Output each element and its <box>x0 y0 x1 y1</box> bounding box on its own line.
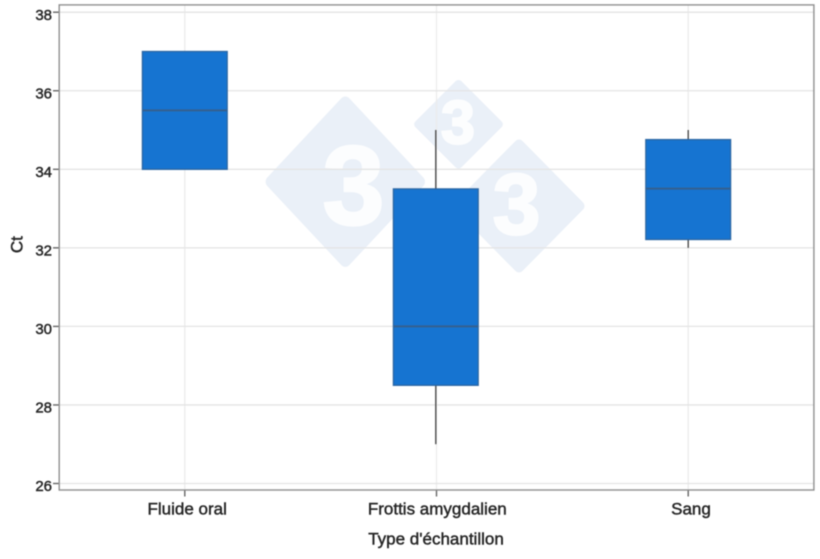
svg-text:28: 28 <box>35 400 52 417</box>
svg-text:38: 38 <box>35 7 52 24</box>
svg-text:Ct: Ct <box>7 236 26 253</box>
svg-text:Fluide oral: Fluide oral <box>148 499 227 518</box>
svg-text:36: 36 <box>35 85 52 102</box>
svg-text:26: 26 <box>35 478 52 495</box>
svg-text:Type d'échantillon: Type d'échantillon <box>368 530 504 549</box>
svg-text:3: 3 <box>441 89 475 157</box>
svg-text:Frottis amygdalien: Frottis amygdalien <box>368 499 507 518</box>
svg-text:3: 3 <box>322 123 384 248</box>
svg-text:30: 30 <box>35 321 52 338</box>
svg-text:3: 3 <box>493 157 541 253</box>
svg-text:32: 32 <box>35 243 52 260</box>
svg-text:34: 34 <box>35 164 52 181</box>
svg-text:Sang: Sang <box>671 499 711 518</box>
